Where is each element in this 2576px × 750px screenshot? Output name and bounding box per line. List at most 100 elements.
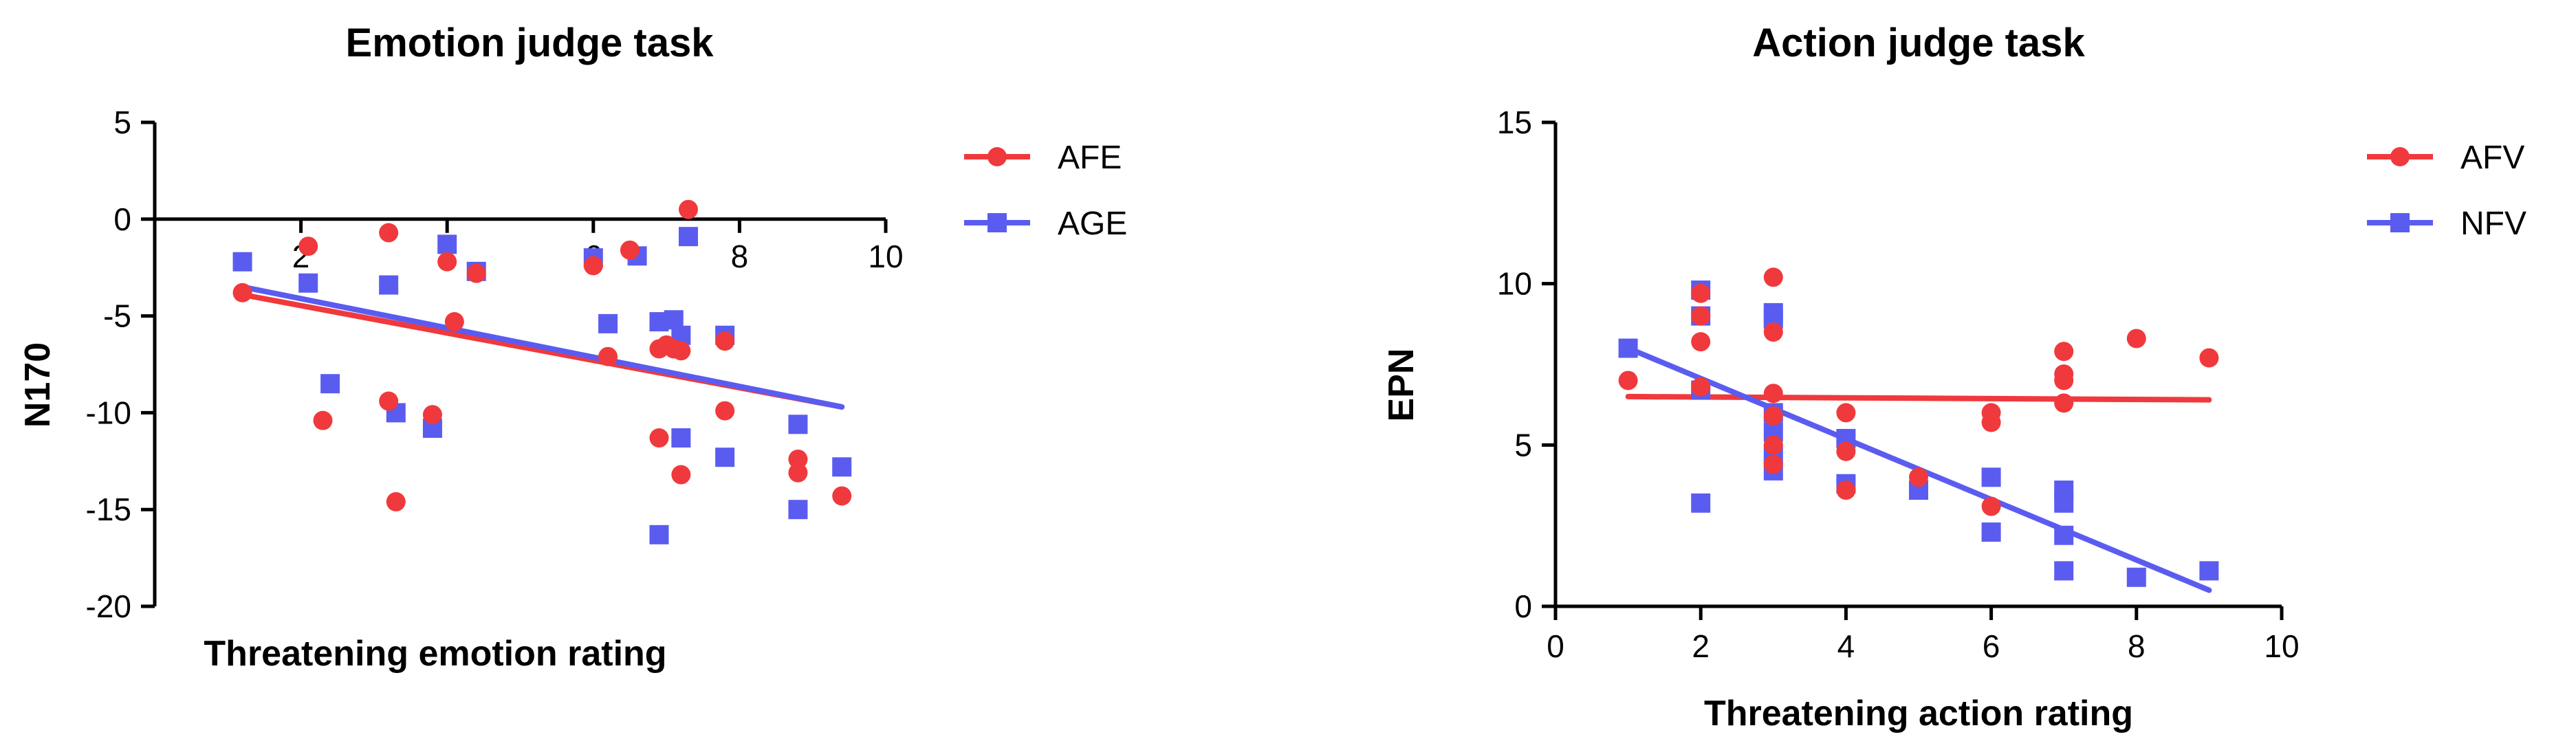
point-afv <box>1763 322 1783 342</box>
point-afv <box>2054 371 2074 390</box>
point-afv <box>1836 481 1856 500</box>
point-afv <box>1691 377 1711 397</box>
point-afv <box>1618 371 1638 390</box>
point-afv <box>1691 332 1711 352</box>
axes: 50-5-10-15-20246810 <box>86 104 904 624</box>
point-age <box>649 525 669 544</box>
legend-marker-age <box>987 213 1007 232</box>
fit-lines <box>239 284 845 410</box>
x-tick-label: 10 <box>868 239 903 274</box>
chart-title: Action judge task <box>1752 21 2085 65</box>
point-nfv <box>2054 561 2074 581</box>
point-afv <box>1691 306 1711 326</box>
legend: AFE AGE <box>964 140 1127 242</box>
point-nfv <box>1618 338 1638 358</box>
x-tick-label: 2 <box>1692 628 1710 664</box>
legend-label-afv: AFV <box>2460 140 2524 176</box>
fit-line-afv <box>1625 393 2212 403</box>
point-afe <box>583 256 603 276</box>
point-nfv <box>1981 522 2001 542</box>
point-afv <box>2054 393 2074 413</box>
point-age <box>788 500 808 520</box>
point-afv <box>1981 412 2001 432</box>
x-tick-label: 8 <box>731 239 749 274</box>
legend-label-nfv: NFV <box>2460 206 2526 242</box>
y-axis-label: EPN <box>1382 349 1421 422</box>
legend-marker-afe <box>987 147 1007 166</box>
point-afv <box>1909 467 1928 487</box>
point-nfv <box>2126 567 2146 587</box>
y-axis-label: N170 <box>18 342 58 428</box>
y-tick-label: 5 <box>1514 427 1532 463</box>
point-afe <box>788 463 808 483</box>
x-tick-label: 10 <box>2264 628 2299 664</box>
point-afe <box>649 428 669 448</box>
emotion-chart: Emotion judge task N170 Threatening emot… <box>18 21 1127 674</box>
legend-marker-nfv <box>2390 213 2410 232</box>
point-afe <box>671 465 691 485</box>
point-afe <box>620 240 640 260</box>
point-afv <box>1763 406 1783 426</box>
fit-line-age <box>239 284 845 410</box>
point-afv <box>1981 496 2001 516</box>
point-afv <box>2199 348 2219 368</box>
point-afe <box>386 492 406 511</box>
point-afv <box>1763 384 1783 404</box>
y-tick-label: 15 <box>1497 104 1532 140</box>
point-nfv <box>1691 493 1711 513</box>
action-chart: Action judge task EPN Threatening action… <box>1382 21 2526 734</box>
x-tick-label: 4 <box>1837 628 1855 664</box>
y-tick-label: -20 <box>86 588 131 624</box>
x-tick-label: 6 <box>1983 628 2000 664</box>
point-afv <box>1763 435 1783 455</box>
data-points <box>232 199 852 544</box>
x-tick-label: 8 <box>2128 628 2146 664</box>
point-afe <box>313 410 333 430</box>
point-age <box>678 227 698 247</box>
y-tick-label: 0 <box>113 201 131 237</box>
y-tick-label: 5 <box>113 104 131 140</box>
point-nfv <box>2199 561 2219 581</box>
legend-label-age: AGE <box>1058 206 1127 242</box>
point-age <box>715 448 735 467</box>
point-afv <box>1763 267 1783 287</box>
y-tick-label: -10 <box>86 395 131 430</box>
point-age <box>379 275 399 295</box>
point-age <box>298 273 318 293</box>
y-tick-label: -5 <box>103 298 131 334</box>
point-afe <box>598 346 618 366</box>
x-tick-label: 0 <box>1547 628 1564 664</box>
point-afe <box>379 223 399 243</box>
legend-marker-afv <box>2390 147 2410 166</box>
x-axis-label: Threatening emotion rating <box>204 634 666 674</box>
point-age <box>671 428 691 448</box>
point-afv <box>1836 441 1856 461</box>
x-axis-label: Threatening action rating <box>1704 694 2133 734</box>
chart-title: Emotion judge task <box>346 21 714 65</box>
point-afe <box>232 283 252 302</box>
point-afe <box>422 405 442 425</box>
point-afv <box>1836 403 1856 423</box>
point-age <box>598 313 618 333</box>
point-afe <box>444 312 464 332</box>
point-afe <box>671 341 691 361</box>
point-afe <box>678 199 698 219</box>
point-age <box>232 252 252 272</box>
legend: AFV NFV <box>2367 140 2526 242</box>
legend-label-afe: AFE <box>1058 140 1122 176</box>
y-tick-label: -15 <box>86 492 131 527</box>
point-age <box>437 234 457 254</box>
point-afe <box>298 236 318 256</box>
point-afv <box>1691 283 1711 303</box>
y-tick-label: 0 <box>1514 588 1532 624</box>
point-nfv <box>2054 525 2074 545</box>
point-afe <box>788 449 808 469</box>
point-age <box>320 374 340 394</box>
point-afe <box>437 252 457 272</box>
point-afv <box>2126 329 2146 349</box>
y-tick-label: 10 <box>1497 266 1532 302</box>
point-afv <box>2054 342 2074 362</box>
point-age <box>788 415 808 434</box>
point-afe <box>379 391 399 411</box>
